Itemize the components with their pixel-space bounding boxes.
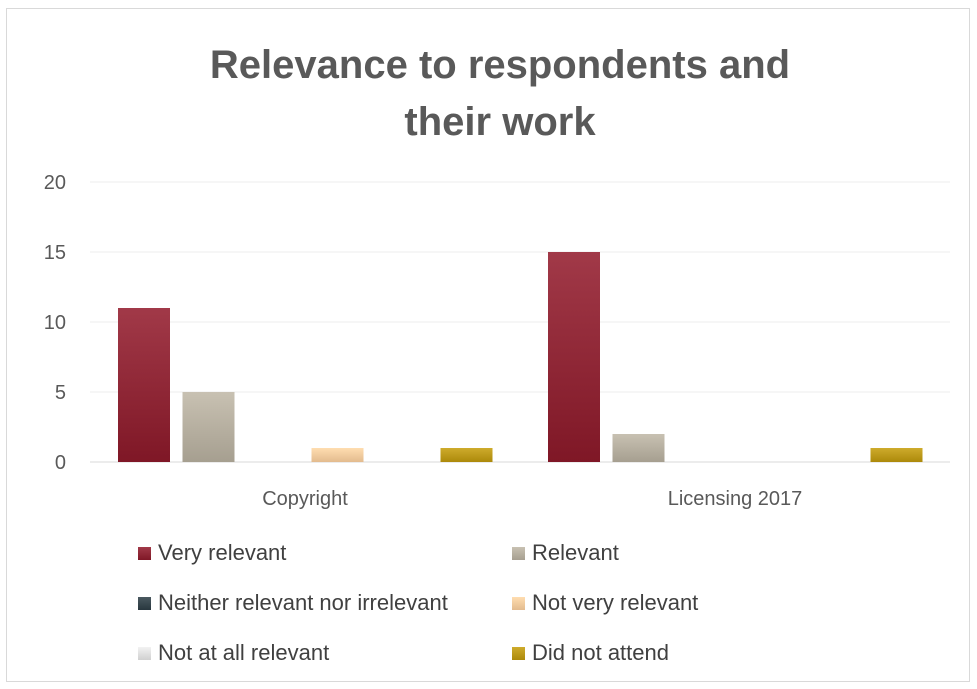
legend-swatch <box>512 597 525 610</box>
legend-label: Neither relevant nor irrelevant <box>158 590 448 615</box>
y-axis-ticks: 0 5 10 15 20 <box>44 172 66 474</box>
bar-copyright-relevant <box>182 392 235 462</box>
legend-item: Did not attend <box>512 640 669 665</box>
legend-label: Very relevant <box>158 540 286 565</box>
chart-title-line-2: their work <box>404 100 596 144</box>
legend-item: Very relevant <box>138 540 286 565</box>
x-category-label: Copyright <box>262 488 348 510</box>
bar-licensing-2017-relevant <box>612 434 665 462</box>
y-tick-label: 10 <box>44 312 66 334</box>
legend: Very relevant Relevant Neither relevant no… <box>138 540 698 665</box>
legend-label: Not very relevant <box>532 590 698 615</box>
y-tick-label: 20 <box>44 172 66 194</box>
legend-swatch <box>512 547 525 560</box>
y-tick-label: 0 <box>55 452 66 474</box>
bar-copyright-very-relevant <box>118 308 170 462</box>
bar-licensing-2017-did-not-attend <box>870 448 923 462</box>
bars <box>118 252 923 462</box>
y-tick-label: 5 <box>55 382 66 404</box>
x-axis-categories: Copyright Licensing 2017 <box>262 488 802 510</box>
legend-label: Relevant <box>532 540 619 565</box>
bar-copyright-did-not-attend <box>440 448 493 462</box>
legend-label: Did not attend <box>532 640 669 665</box>
legend-swatch <box>512 647 525 660</box>
legend-label: Not at all relevant <box>158 640 329 665</box>
legend-item: Not at all relevant <box>138 640 329 665</box>
legend-item: Relevant <box>512 540 619 565</box>
chart-title-line-1: Relevance to respondents and <box>210 43 790 87</box>
legend-swatch <box>138 547 151 560</box>
legend-item: Neither relevant nor irrelevant <box>138 590 448 615</box>
y-tick-label: 15 <box>44 242 66 264</box>
bar-licensing-2017-very-relevant <box>548 252 600 462</box>
legend-swatch <box>138 597 151 610</box>
x-category-label: Licensing 2017 <box>668 488 803 510</box>
legend-item: Not very relevant <box>512 590 698 615</box>
bar-copyright-not-very-relevant <box>311 448 364 462</box>
legend-swatch <box>138 647 151 660</box>
